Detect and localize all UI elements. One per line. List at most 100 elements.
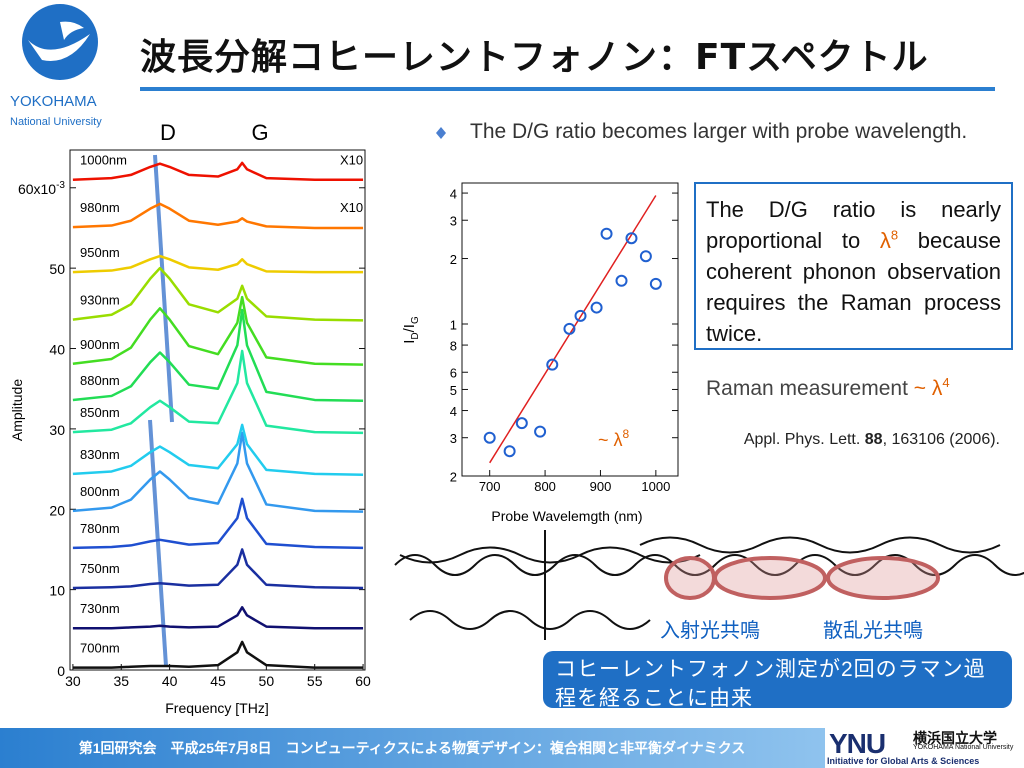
y-tick-label: 10 (49, 583, 65, 599)
fit-annotation: ~ λ8 (598, 427, 630, 450)
footer-bar (0, 728, 825, 768)
footer-text: 第1回研究会 平成25年7月8日 コンピューティクスによる物質デザイン：複合相関… (78, 740, 746, 756)
spectrum-line (72, 423, 364, 476)
y-tick-label: 50 (49, 261, 65, 277)
resonance-oval (826, 556, 940, 600)
y-tick-label: 2 (450, 252, 457, 267)
tick-label-part: 6 (450, 366, 457, 381)
x-tick-label: 30 (65, 673, 81, 689)
box-text: The D/G ratio is nearly proportional to (706, 197, 1001, 253)
scale-annotation: X10 (340, 153, 363, 168)
slide-title: 波長分解コヒーレントフォノン：FTスペクトル (140, 37, 929, 78)
x-axis-label: Probe Wavelemgth (nm) (491, 508, 642, 524)
x-tick-label: 1000 (641, 479, 670, 494)
data-point (546, 358, 559, 371)
y-label-part: /I (401, 324, 418, 332)
data-point (649, 277, 662, 290)
x-tick-label: 45 (210, 673, 226, 689)
resonance-label: 入射光共鳴 (660, 620, 760, 642)
scale-annotation: X10 (340, 200, 363, 215)
data-point (483, 431, 496, 444)
diagram-scribble (409, 610, 651, 630)
citation-volume: 88 (864, 431, 883, 448)
data-point (574, 309, 587, 322)
y-tick-label: 0 (57, 663, 65, 679)
y-tick-label: 2 (450, 470, 457, 485)
x-axis-label: Frequency [THz] (165, 700, 268, 716)
logo-swoosh (28, 34, 90, 61)
series-label: 780nm (80, 521, 120, 536)
y-tick-label: 5 (450, 383, 457, 398)
series-label: 700nm (80, 641, 120, 656)
raman-note: Raman measurement ~ λ4 (706, 375, 950, 401)
citation-journal: Appl. Phys. Lett. (743, 431, 861, 448)
x-tick-label: 900 (590, 479, 612, 494)
y-tick-label: 1 (450, 317, 457, 332)
spectrum-line (72, 202, 364, 230)
x-tick-label: 55 (307, 673, 323, 689)
series-label: 830nm (80, 447, 120, 462)
logo-wing (60, 21, 84, 40)
tick-label-part: 1 (450, 317, 457, 332)
d-shift-line (153, 154, 174, 423)
tick-label-part: 50 (49, 261, 65, 277)
y-axis-label: Amplitude (9, 379, 25, 441)
data-point (639, 250, 652, 263)
diagram-scribble (639, 536, 1001, 554)
resonance-ovals (664, 556, 940, 600)
plot-frame (461, 182, 679, 477)
annotation-sup: 8 (623, 427, 630, 441)
spectrum-line (72, 295, 364, 366)
tick-label-part: 5 (450, 383, 457, 398)
peak-label: G (251, 120, 268, 145)
y-tick-label: 6 (450, 366, 457, 381)
y-tick-label: 20 (49, 502, 65, 518)
y-tick-label: 30 (49, 422, 65, 438)
tick-label-part: 3 (450, 214, 457, 229)
data-point (590, 301, 603, 314)
y-tick-label: 4 (450, 404, 457, 419)
y-tick-label: 40 (49, 342, 65, 358)
spectrum-line (72, 308, 364, 403)
x-tick-label: 50 (259, 673, 275, 689)
tick-label-part: 20 (49, 502, 65, 518)
resonance-oval (713, 556, 827, 600)
tick-label-part: 2 (450, 470, 457, 485)
spectrum-line (72, 161, 364, 181)
x-tick-label: 800 (534, 479, 556, 494)
tick-label-part: 60x10 (18, 181, 56, 197)
x-tick-label: 700 (479, 479, 501, 494)
diagram-scribble (399, 546, 701, 564)
y-tick-label: 8 (450, 339, 457, 354)
y-tick-label: 3 (450, 214, 457, 229)
y-label-part: G (410, 316, 421, 324)
series-label: 930nm (80, 293, 120, 308)
y-tick-label: 4 (450, 187, 457, 202)
spectrum-line (72, 640, 364, 669)
box-text: because coherent phonon observation requ… (706, 228, 1001, 346)
tick-label-part: 8 (450, 339, 457, 354)
data-point (534, 425, 547, 438)
series-label: 1000nm (80, 153, 127, 168)
tick-label-part: 30 (49, 422, 65, 438)
tick-label-part: 4 (450, 404, 457, 419)
resonance-oval (664, 556, 716, 600)
ynu-mark: YNU (829, 728, 886, 759)
data-point (615, 274, 628, 287)
box-exp: 8 (890, 227, 899, 243)
citation: Appl. Phys. Lett. 88, 163106 (2006). (700, 428, 1000, 452)
series-label: 850nm (80, 405, 120, 420)
raman-exp: 4 (942, 375, 950, 390)
raman-approx: ~ λ (913, 377, 943, 400)
y-axis-label: ID/IG (401, 316, 421, 344)
y-label-part: I (401, 340, 418, 344)
data-point (503, 445, 516, 458)
series-label: 950nm (80, 245, 120, 260)
annotation-text: ~ λ (598, 430, 623, 450)
fit-line (489, 195, 657, 464)
tick-label-part: 4 (450, 187, 457, 202)
x-tick-label: 40 (162, 673, 178, 689)
data-point (515, 417, 528, 430)
box-lambda: λ (879, 228, 891, 253)
